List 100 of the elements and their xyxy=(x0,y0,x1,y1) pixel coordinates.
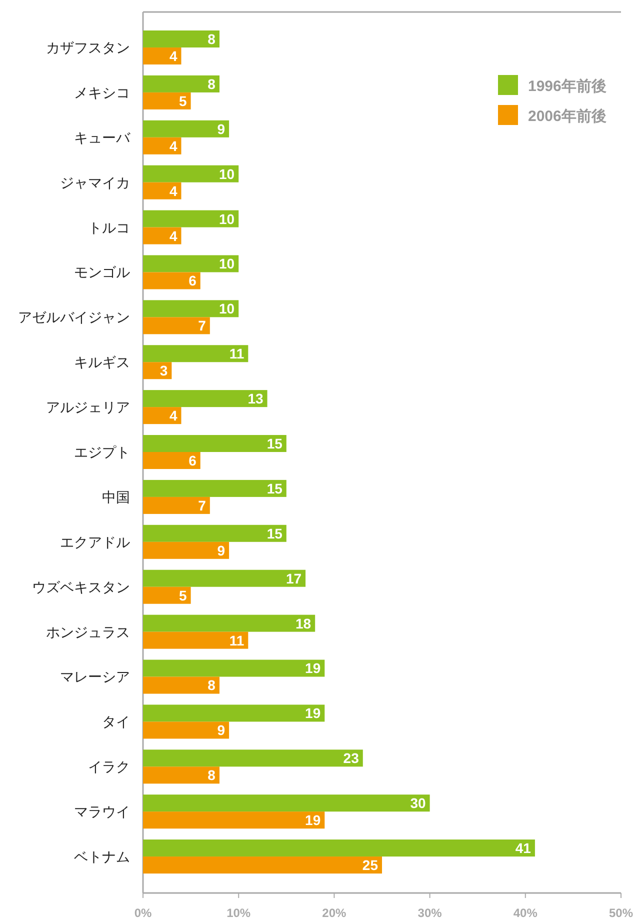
data-label: 6 xyxy=(188,272,197,289)
data-label: 18 xyxy=(296,615,312,632)
data-label: 4 xyxy=(169,48,178,64)
bar xyxy=(143,435,286,452)
bar xyxy=(143,227,182,244)
y-tick-label: アルジェリア xyxy=(46,399,130,416)
bar xyxy=(143,524,286,542)
y-tick-label: マレーシア xyxy=(60,668,130,685)
bar xyxy=(143,120,230,138)
x-tick-label: 50% xyxy=(608,906,634,920)
data-label: 15 xyxy=(266,525,283,542)
data-label: 8 xyxy=(208,677,216,694)
bar xyxy=(143,300,239,318)
y-tick-label: エクアドル xyxy=(60,534,130,550)
data-label: 7 xyxy=(198,497,206,514)
y-tick-label: ウズベキスタン xyxy=(32,578,130,595)
data-label: 25 xyxy=(362,857,378,874)
data-label: 10 xyxy=(219,210,235,227)
bar xyxy=(143,794,430,812)
bar xyxy=(143,542,230,559)
y-tick-label: モンゴル xyxy=(74,264,130,280)
data-label: 4 xyxy=(169,182,178,199)
bar xyxy=(143,92,191,110)
data-label: 15 xyxy=(266,480,283,496)
x-tick-label: 20% xyxy=(322,906,347,920)
bar xyxy=(143,856,382,874)
bar xyxy=(143,660,325,677)
y-tick-label: ベトナム xyxy=(74,848,130,865)
data-label: 23 xyxy=(343,750,360,766)
bar xyxy=(143,272,200,290)
x-tick-label: 40% xyxy=(513,906,538,920)
legend-label: 1996年前後 xyxy=(528,78,606,95)
data-label: 9 xyxy=(217,120,226,137)
data-label: 30 xyxy=(410,795,426,812)
data-label: 5 xyxy=(179,587,188,604)
data-label: 3 xyxy=(160,362,168,379)
data-label: 9 xyxy=(217,722,226,738)
data-label: 11 xyxy=(229,346,244,362)
y-tick-label: キューバ xyxy=(74,129,131,146)
data-label: 10 xyxy=(219,300,235,317)
data-label: 17 xyxy=(286,570,302,586)
bar xyxy=(143,480,286,497)
data-label: 15 xyxy=(266,436,283,452)
data-label: 8 xyxy=(208,767,216,784)
bar xyxy=(143,317,210,334)
bar xyxy=(143,496,210,514)
y-tick-label: エジプト xyxy=(74,444,130,460)
data-label: 11 xyxy=(229,632,244,648)
data-label: 8 xyxy=(208,76,216,92)
data-label: 8 xyxy=(208,30,216,47)
y-tick-label: タイ xyxy=(102,714,130,730)
bar xyxy=(143,570,306,587)
data-label: 19 xyxy=(305,660,321,676)
data-label: 19 xyxy=(305,705,321,722)
x-tick-label: 0% xyxy=(134,906,152,920)
data-label: 4 xyxy=(169,228,178,244)
bar xyxy=(143,722,230,739)
bar xyxy=(143,766,220,784)
bar xyxy=(143,345,248,362)
bar xyxy=(143,676,220,694)
bar xyxy=(143,812,325,829)
data-label: 9 xyxy=(217,542,226,558)
y-tick-label: ジャマイカ xyxy=(60,174,130,190)
x-tick-label: 30% xyxy=(418,906,442,920)
bar xyxy=(143,586,191,604)
bar xyxy=(143,407,182,424)
y-tick-label: トルコ xyxy=(88,219,130,236)
x-tick-label: 10% xyxy=(226,906,251,920)
data-label: 4 xyxy=(169,408,178,424)
bar xyxy=(143,47,182,64)
bar xyxy=(143,30,220,48)
bar xyxy=(143,840,535,857)
y-tick-label: カザフスタン xyxy=(46,39,130,56)
bar xyxy=(143,137,182,154)
data-label: 4 xyxy=(169,138,178,154)
data-label: 10 xyxy=(219,166,235,182)
bar xyxy=(143,75,220,92)
bar xyxy=(143,165,239,182)
y-tick-label: マラウイ xyxy=(74,804,130,820)
data-label: 13 xyxy=(248,390,264,407)
y-tick-label: 中国 xyxy=(102,488,130,505)
data-label: 5 xyxy=(179,92,188,109)
bar xyxy=(143,255,239,272)
data-label: 41 xyxy=(515,840,532,856)
legend-label: 2006年前後 xyxy=(528,108,606,125)
bar xyxy=(143,182,182,200)
bar xyxy=(143,390,268,408)
y-tick-label: キルギス xyxy=(74,354,130,370)
bar xyxy=(143,704,325,722)
data-label: 19 xyxy=(305,812,321,828)
y-tick-label: イラク xyxy=(88,758,130,775)
bar xyxy=(143,614,316,632)
bar xyxy=(143,750,363,767)
data-label: 6 xyxy=(188,452,197,468)
bar xyxy=(143,632,248,649)
bar xyxy=(143,210,239,228)
y-tick-label: メキシコ xyxy=(74,84,130,100)
data-label: 10 xyxy=(219,256,235,272)
y-tick-label: アゼルバイジャン xyxy=(18,309,130,326)
y-tick-label: ホンジュラス xyxy=(46,624,130,640)
